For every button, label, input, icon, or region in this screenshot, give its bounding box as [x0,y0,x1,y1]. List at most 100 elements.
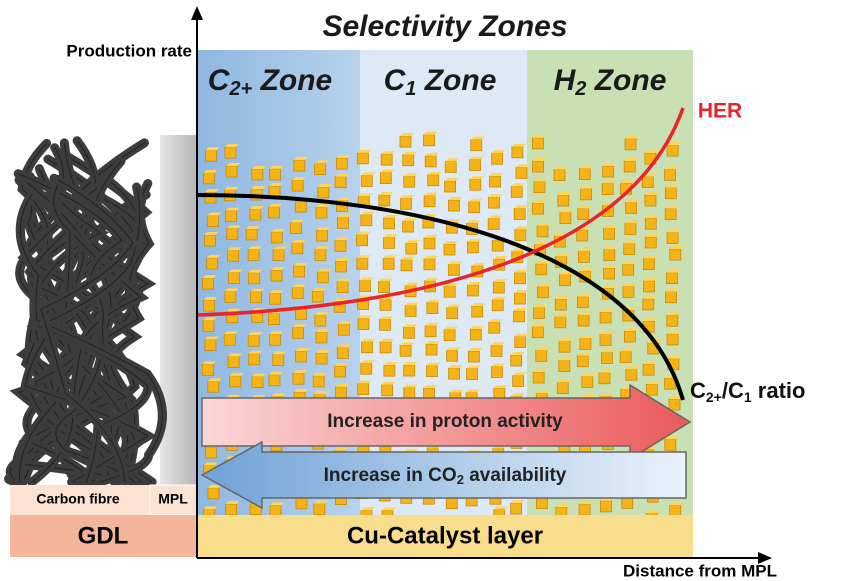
cu-cube-top [643,277,658,281]
cu-cube-top [578,248,593,252]
cu-cube-top [448,261,463,265]
cu-cube-top [426,341,441,345]
cu-cube [666,314,679,327]
cu-cube [383,217,395,230]
cu-cube [425,343,438,356]
cu-cube [625,368,638,381]
cu-cube-top [248,332,263,336]
cu-cube [625,201,637,214]
cu-cube [471,305,484,318]
cu-cube-top [356,255,371,259]
cu-cube-top [555,296,570,300]
cu-cube-top [315,246,330,250]
cu-cube [316,229,328,242]
cu-cube [579,338,592,350]
cu-cube [292,326,304,339]
cu-cube [268,374,281,387]
cu-cube [599,311,612,324]
cu-cube [202,320,215,332]
cu-cube [531,326,544,339]
cu-cube [294,350,307,363]
cu-cube-top [578,312,593,316]
cu-cube [207,487,220,500]
cu-cube-top [203,506,218,510]
cu-cube-top [579,501,594,505]
cu-cube-top [313,500,328,504]
cu-cube-top [248,350,263,354]
cu-cube [491,366,503,378]
cu-cube-top [665,184,680,188]
ratio-label: C2+/C1 ratio [690,378,805,405]
cu-cube [643,280,655,293]
cu-cube [380,153,393,166]
cu-cube-top [532,158,547,162]
cu-cube [378,194,391,207]
cu-cube [334,176,347,189]
title: Selectivity Zones [322,10,567,43]
cu-cube [423,258,436,271]
cu-cube [490,345,503,357]
cu-cube-top [514,290,529,294]
cu-cube [514,292,526,305]
cu-cube-top [469,176,484,180]
fibre-edge [18,173,135,483]
cu-cube [423,134,435,147]
cu-cube-top [290,219,305,223]
cu-cube-top [667,330,682,334]
cu-cube-top [444,177,459,181]
cu-cube [381,384,394,397]
cu-cube-top [466,220,481,224]
cu-cube-top [250,288,265,292]
cu-cube [532,371,545,384]
cu-cube [578,503,591,516]
cu-cube-top [400,133,415,137]
cu-cube [204,149,217,162]
catalyst-bar [197,515,693,557]
fibre-edge [9,143,66,483]
cu-cube [641,176,654,189]
cu-cube-top [493,506,508,510]
cu-cube-top [554,166,569,170]
cu-cube [383,236,395,249]
cu-cube-top [383,362,398,366]
cu-cube-top [269,290,284,294]
cu-cube [446,307,459,319]
cu-cube-top [271,393,286,397]
cu-cube [206,215,219,227]
cu-cube-top [360,360,375,364]
cu-cube-top [603,264,618,268]
cu-cube [334,365,347,378]
cu-cube-top [226,308,241,312]
cu-cube-top [427,171,442,175]
cu-cube [666,232,679,244]
cu-cube [599,333,612,346]
zone-label: H2 Zone [554,64,667,100]
cu-cube-top [557,192,572,196]
cu-cube-top [668,396,683,400]
cu-cube [229,375,242,388]
cu-cube-top [316,350,331,354]
cu-cube [312,375,325,388]
cu-cube-top [226,162,241,166]
cu-cube-top [532,323,547,327]
cu-cube-top [470,136,485,140]
cu-cube [448,367,460,380]
catalyst-label: Cu-Catalyst layer [347,522,543,549]
cu-cube-top [444,240,459,244]
cu-cube [598,372,611,385]
cu-cube-top [207,484,222,488]
cu-cube-top [535,347,550,351]
cu-cube [666,333,679,346]
cu-cube-top [405,282,420,286]
cu-cube-top [334,237,349,241]
cu-cube [248,353,261,366]
mpl-layer [160,135,197,485]
cu-cube [402,154,415,167]
cu-cube [424,325,437,338]
cu-cube [356,152,369,165]
cu-cube [336,347,349,359]
cu-cube-top [358,193,373,197]
cu-cube-top [535,260,550,264]
cu-cube [468,201,481,214]
cu-cube [559,274,571,287]
